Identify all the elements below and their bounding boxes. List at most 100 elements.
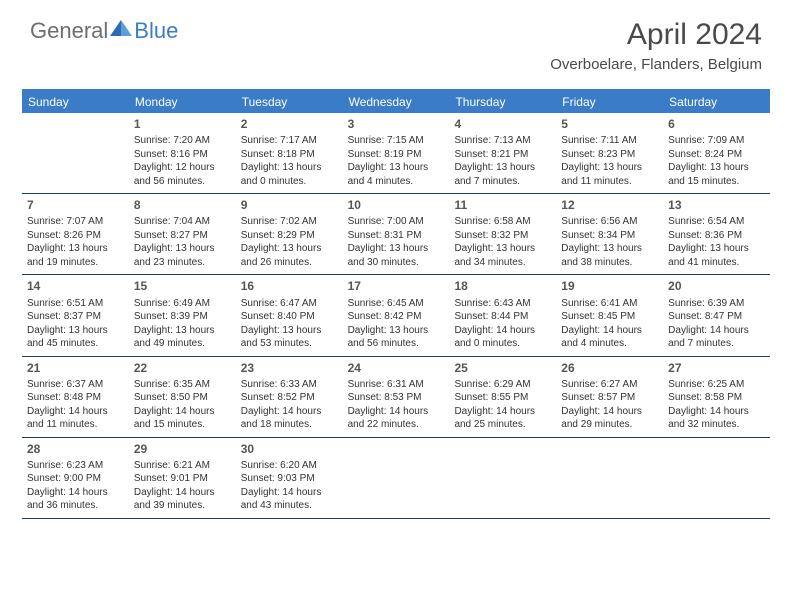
day-cell: 16Sunrise: 6:47 AMSunset: 8:40 PMDayligh… (236, 275, 343, 355)
week-row: 28Sunrise: 6:23 AMSunset: 9:00 PMDayligh… (22, 438, 770, 519)
location-label: Overboelare, Flanders, Belgium (550, 56, 762, 73)
day-number: 13 (668, 197, 765, 213)
daylight-line: Daylight: 13 hours and 11 minutes. (561, 161, 658, 188)
sunrise-line: Sunrise: 6:41 AM (561, 297, 658, 311)
sunrise-line: Sunrise: 7:20 AM (134, 134, 231, 148)
day-cell (449, 438, 556, 518)
day-number: 18 (454, 278, 551, 294)
day-cell (556, 438, 663, 518)
day-number: 23 (241, 360, 338, 376)
daylight-line: Daylight: 13 hours and 56 minutes. (348, 324, 445, 351)
day-cell: 19Sunrise: 6:41 AMSunset: 8:45 PMDayligh… (556, 275, 663, 355)
day-cell: 13Sunrise: 6:54 AMSunset: 8:36 PMDayligh… (663, 194, 770, 274)
sunrise-line: Sunrise: 7:07 AM (27, 215, 124, 229)
day-cell: 28Sunrise: 6:23 AMSunset: 9:00 PMDayligh… (22, 438, 129, 518)
daylight-line: Daylight: 14 hours and 4 minutes. (561, 324, 658, 351)
weekday-header: Sunday (22, 91, 129, 113)
daylight-line: Daylight: 13 hours and 38 minutes. (561, 242, 658, 269)
daylight-line: Daylight: 13 hours and 0 minutes. (241, 161, 338, 188)
sunrise-line: Sunrise: 6:49 AM (134, 297, 231, 311)
sunrise-line: Sunrise: 7:04 AM (134, 215, 231, 229)
weekday-header-row: SundayMondayTuesdayWednesdayThursdayFrid… (22, 91, 770, 113)
sunrise-line: Sunrise: 7:00 AM (348, 215, 445, 229)
day-cell: 11Sunrise: 6:58 AMSunset: 8:32 PMDayligh… (449, 194, 556, 274)
sunset-line: Sunset: 8:37 PM (27, 310, 124, 324)
sunset-line: Sunset: 8:50 PM (134, 391, 231, 405)
day-number: 16 (241, 278, 338, 294)
day-cell: 1 Sunrise: 7:20 AMSunset: 8:16 PMDaylight… (129, 113, 236, 193)
day-number: 28 (27, 441, 124, 457)
daylight-line: Daylight: 13 hours and 30 minutes. (348, 242, 445, 269)
daylight-line: Daylight: 13 hours and 49 minutes. (134, 324, 231, 351)
sunrise-line: Sunrise: 6:25 AM (668, 378, 765, 392)
day-cell: 9Sunrise: 7:02 AMSunset: 8:29 PMDaylight… (236, 194, 343, 274)
sunrise-line: Sunrise: 6:35 AM (134, 378, 231, 392)
daylight-line: Daylight: 14 hours and 29 minutes. (561, 405, 658, 432)
sunrise-line: Sunrise: 6:39 AM (668, 297, 765, 311)
day-cell: 18Sunrise: 6:43 AMSunset: 8:44 PMDayligh… (449, 275, 556, 355)
day-number: 26 (561, 360, 658, 376)
sunset-line: Sunset: 8:27 PM (134, 229, 231, 243)
sunrise-line: Sunrise: 7:11 AM (561, 134, 658, 148)
week-row: 14Sunrise: 6:51 AMSunset: 8:37 PMDayligh… (22, 275, 770, 356)
sunset-line: Sunset: 8:36 PM (668, 229, 765, 243)
daylight-line: Daylight: 14 hours and 11 minutes. (27, 405, 124, 432)
sunrise-line: Sunrise: 6:29 AM (454, 378, 551, 392)
sunset-line: Sunset: 8:19 PM (348, 148, 445, 162)
day-number: 24 (348, 360, 445, 376)
sunset-line: Sunset: 8:53 PM (348, 391, 445, 405)
daylight-line: Daylight: 13 hours and 15 minutes. (668, 161, 765, 188)
day-cell: 26Sunrise: 6:27 AMSunset: 8:57 PMDayligh… (556, 357, 663, 437)
day-cell: 6Sunrise: 7:09 AMSunset: 8:24 PMDaylight… (663, 113, 770, 193)
day-cell: 2Sunrise: 7:17 AMSunset: 8:18 PMDaylight… (236, 113, 343, 193)
daylight-line: Daylight: 14 hours and 39 minutes. (134, 486, 231, 513)
sunset-line: Sunset: 8:16 PM (134, 148, 231, 162)
day-number: 3 (348, 116, 445, 132)
day-cell: 29Sunrise: 6:21 AMSunset: 9:01 PMDayligh… (129, 438, 236, 518)
day-cell (663, 438, 770, 518)
daylight-line: Daylight: 14 hours and 0 minutes. (454, 324, 551, 351)
day-number: 11 (454, 197, 551, 213)
calendar-body: 1Sunrise: 7:20 AMSunset: 8:16 PMDaylight… (22, 113, 770, 519)
day-number: 21 (27, 360, 124, 376)
logo-triangle-icon (110, 20, 132, 43)
daylight-line: Daylight: 14 hours and 25 minutes. (454, 405, 551, 432)
sunset-line: Sunset: 8:23 PM (561, 148, 658, 162)
weekday-header: Friday (556, 91, 663, 113)
sunrise-line: Sunrise: 6:56 AM (561, 215, 658, 229)
day-number: 8 (134, 197, 231, 213)
sunrise-line: Sunrise: 7:09 AM (668, 134, 765, 148)
weekday-header: Thursday (449, 91, 556, 113)
sunset-line: Sunset: 8:52 PM (241, 391, 338, 405)
sunset-line: Sunset: 9:01 PM (134, 472, 231, 486)
sunset-line: Sunset: 8:18 PM (241, 148, 338, 162)
sunrise-line: Sunrise: 7:02 AM (241, 215, 338, 229)
daylight-line: Daylight: 13 hours and 45 minutes. (27, 324, 124, 351)
day-number: 20 (668, 278, 765, 294)
sunset-line: Sunset: 8:42 PM (348, 310, 445, 324)
daylight-line: Daylight: 14 hours and 18 minutes. (241, 405, 338, 432)
sunset-line: Sunset: 8:34 PM (561, 229, 658, 243)
sunset-line: Sunset: 8:40 PM (241, 310, 338, 324)
day-number: 1 (134, 116, 231, 132)
sunrise-line: Sunrise: 6:47 AM (241, 297, 338, 311)
logo-text-blue: Blue (134, 18, 178, 44)
day-cell: 22Sunrise: 6:35 AMSunset: 8:50 PMDayligh… (129, 357, 236, 437)
day-cell: 30Sunrise: 6:20 AMSunset: 9:03 PMDayligh… (236, 438, 343, 518)
sunset-line: Sunset: 8:58 PM (668, 391, 765, 405)
logo: General Blue (30, 18, 178, 44)
daylight-line: Daylight: 12 hours and 56 minutes. (134, 161, 231, 188)
sunrise-line: Sunrise: 6:43 AM (454, 297, 551, 311)
day-number: 19 (561, 278, 658, 294)
sunrise-line: Sunrise: 6:45 AM (348, 297, 445, 311)
day-cell: 17 Sunrise: 6:45 AMSunset: 8:42 PMDayligh… (343, 275, 450, 355)
weekday-header: Saturday (663, 91, 770, 113)
sunset-line: Sunset: 8:24 PM (668, 148, 765, 162)
day-number: 10 (348, 197, 445, 213)
day-number: 17 (348, 278, 445, 294)
day-number: 27 (668, 360, 765, 376)
day-number: 25 (454, 360, 551, 376)
sunset-line: Sunset: 8:29 PM (241, 229, 338, 243)
sunrise-line: Sunrise: 7:15 AM (348, 134, 445, 148)
day-cell (22, 113, 129, 193)
